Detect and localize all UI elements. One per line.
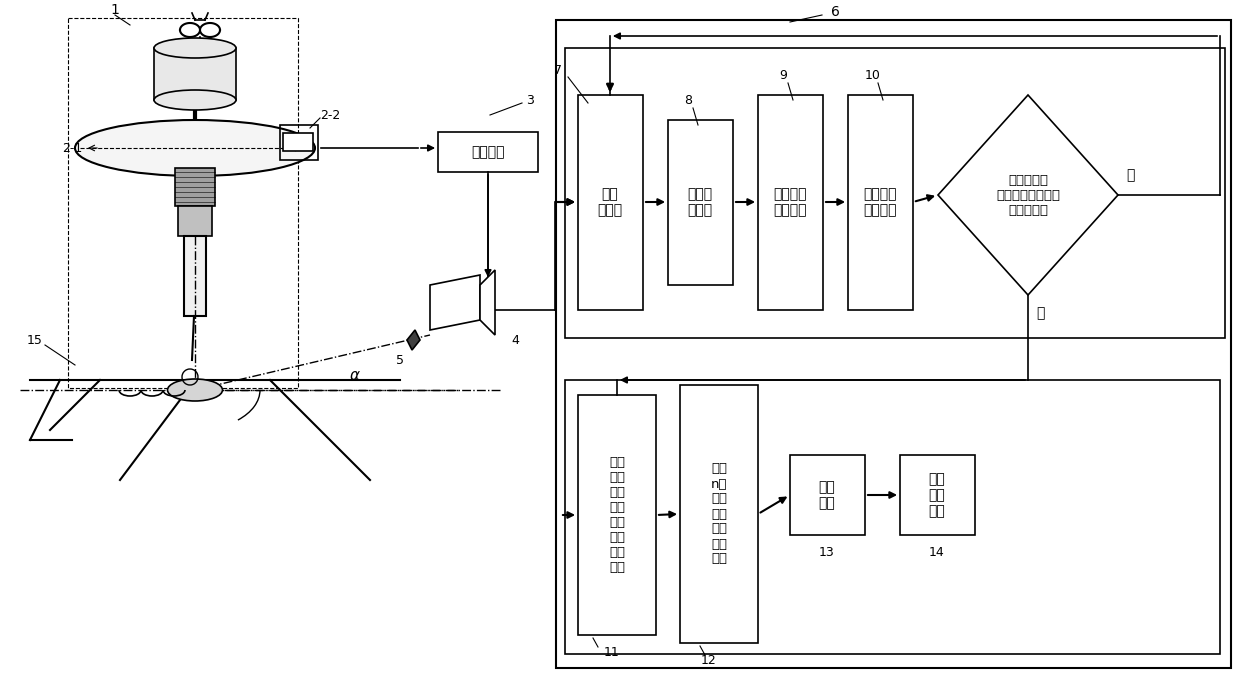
Bar <box>847 95 913 310</box>
Ellipse shape <box>154 38 235 58</box>
Ellipse shape <box>167 379 223 401</box>
Text: 焊缝
偏差
输出: 焊缝 偏差 输出 <box>928 472 945 518</box>
Text: 14: 14 <box>929 547 945 560</box>
Polygon shape <box>479 270 496 335</box>
Bar <box>280 125 318 160</box>
Text: 是否处理完
当前电弧旋转周期
的两幅图像: 是否处理完 当前电弧旋转周期 的两幅图像 <box>996 173 1061 216</box>
Text: 4: 4 <box>510 334 519 347</box>
Text: 9: 9 <box>779 68 787 82</box>
Bar <box>175 168 216 206</box>
Text: 15: 15 <box>27 334 43 347</box>
Bar <box>579 395 655 635</box>
Text: 1: 1 <box>110 3 119 17</box>
Bar <box>680 385 758 643</box>
Text: 3: 3 <box>527 93 534 106</box>
Text: 坡口边缘
识别模块: 坡口边缘 识别模块 <box>864 187 897 217</box>
Bar <box>439 132 538 172</box>
Text: 13: 13 <box>819 547 835 560</box>
Bar <box>68 18 299 388</box>
Bar <box>154 48 235 100</box>
Text: 统计
模块: 统计 模块 <box>819 480 835 510</box>
Text: 是: 是 <box>1036 306 1044 320</box>
Polygon shape <box>430 275 479 330</box>
Text: 2-1: 2-1 <box>62 142 82 155</box>
Text: 10: 10 <box>865 68 881 82</box>
Bar <box>282 133 313 151</box>
Text: 2-2: 2-2 <box>320 108 341 121</box>
Bar <box>668 120 733 285</box>
Bar <box>900 455 975 535</box>
Bar <box>565 380 1220 654</box>
Text: 最近
n个
电弧
旋转
周期
焊缝
偏差: 最近 n个 电弧 旋转 周期 焊缝 偏差 <box>711 462 727 566</box>
Bar <box>178 206 212 236</box>
Text: 8: 8 <box>684 93 693 106</box>
Ellipse shape <box>154 90 235 110</box>
Text: α: α <box>349 367 361 382</box>
Text: 7: 7 <box>554 64 563 77</box>
Text: 电弧中心
识别模块: 电弧中心 识别模块 <box>773 187 807 217</box>
Text: 6: 6 <box>830 5 840 19</box>
Bar <box>758 95 823 310</box>
Polygon shape <box>938 95 1118 295</box>
Bar <box>185 236 206 316</box>
Bar <box>565 48 1225 338</box>
Text: 图像
采集卡: 图像 采集卡 <box>597 187 622 217</box>
Polygon shape <box>406 330 420 350</box>
Bar <box>790 455 865 535</box>
Text: 11: 11 <box>605 647 620 660</box>
Ellipse shape <box>76 120 315 176</box>
Text: 否: 否 <box>1126 168 1134 182</box>
Text: 图像去
噪模块: 图像去 噪模块 <box>688 187 712 217</box>
Text: 5: 5 <box>396 353 404 366</box>
Text: 隔离模块: 隔离模块 <box>471 145 504 159</box>
Text: 12: 12 <box>701 654 717 667</box>
Bar <box>556 20 1232 668</box>
Text: 当前
电弧
旋转
周期
焊缝
偏差
提取
模块: 当前 电弧 旋转 周期 焊缝 偏差 提取 模块 <box>610 456 624 574</box>
Bar <box>579 95 643 310</box>
